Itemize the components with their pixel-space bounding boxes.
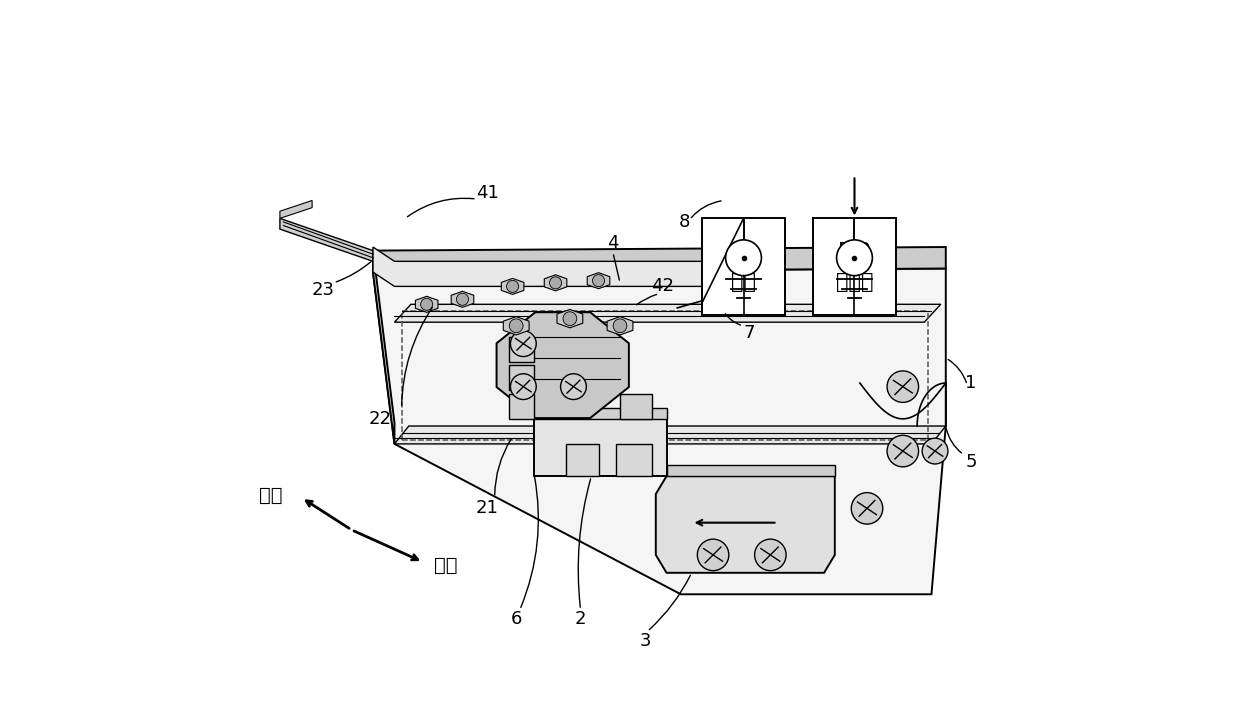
Text: 22: 22 [368,410,392,428]
Text: 3: 3 [640,632,651,650]
Circle shape [613,319,627,333]
Text: 纵向: 纵向 [259,486,281,505]
Circle shape [549,277,562,289]
Polygon shape [280,200,312,218]
Polygon shape [508,394,534,419]
Circle shape [887,435,919,467]
Text: 23: 23 [311,281,335,299]
Bar [813,218,895,315]
Text: 横向: 横向 [434,556,458,575]
Circle shape [923,438,947,464]
Circle shape [511,374,536,400]
Text: 1: 1 [965,374,977,392]
Polygon shape [501,279,523,294]
Text: 2: 2 [575,610,587,629]
Text: 4: 4 [608,234,619,253]
Polygon shape [503,316,529,335]
Polygon shape [373,247,946,272]
Polygon shape [394,304,941,322]
Polygon shape [373,251,394,444]
Text: F-P
解调仳: F-P 解调仳 [836,242,873,291]
Text: 7: 7 [743,324,755,342]
Polygon shape [496,312,629,418]
Polygon shape [451,291,474,307]
Text: 6: 6 [511,610,522,629]
Bar [702,218,785,315]
Circle shape [560,374,587,400]
Circle shape [563,311,577,326]
Polygon shape [616,444,652,476]
Polygon shape [620,394,652,419]
Circle shape [837,240,873,276]
Polygon shape [373,268,946,594]
Text: 42: 42 [651,277,675,296]
Circle shape [593,275,605,286]
Polygon shape [373,247,706,286]
Text: 驱动
电源: 驱动 电源 [732,242,756,291]
Polygon shape [534,419,667,476]
Polygon shape [280,218,373,261]
Polygon shape [508,365,534,390]
Polygon shape [534,408,667,419]
Polygon shape [508,337,534,362]
Circle shape [755,539,786,571]
Text: 21: 21 [476,499,498,518]
Circle shape [511,331,536,357]
Circle shape [725,240,761,276]
Polygon shape [394,426,946,444]
Polygon shape [415,296,438,312]
Polygon shape [544,275,567,291]
Text: 8: 8 [678,213,691,231]
Circle shape [420,299,433,310]
Circle shape [697,539,729,571]
Circle shape [852,493,883,524]
Polygon shape [557,309,583,328]
Polygon shape [667,465,835,476]
Text: 5: 5 [965,453,977,471]
Circle shape [456,294,469,305]
Circle shape [510,319,523,333]
Polygon shape [656,476,835,573]
Polygon shape [608,316,632,335]
Circle shape [507,281,518,292]
Polygon shape [588,273,610,289]
Polygon shape [567,444,599,476]
Text: 41: 41 [476,184,498,203]
Circle shape [887,371,919,402]
